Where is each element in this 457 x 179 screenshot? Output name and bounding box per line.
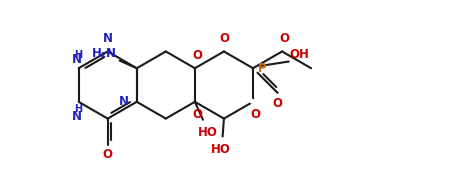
Text: O: O <box>250 108 260 121</box>
Text: O: O <box>192 108 202 121</box>
Text: O: O <box>192 49 202 62</box>
Text: N: N <box>119 95 129 108</box>
Text: HO: HO <box>210 143 230 156</box>
Text: P: P <box>257 62 266 75</box>
Text: O: O <box>103 148 113 161</box>
Text: HO: HO <box>197 126 218 139</box>
Text: O: O <box>219 32 229 45</box>
Text: O: O <box>279 32 289 45</box>
Text: H₂N: H₂N <box>92 47 117 61</box>
Text: OH: OH <box>290 48 309 61</box>
Text: O: O <box>273 97 282 110</box>
Text: N: N <box>72 53 82 66</box>
Text: N: N <box>72 110 82 123</box>
Text: H: H <box>74 104 83 114</box>
Text: H: H <box>74 50 83 60</box>
Text: N: N <box>103 32 113 45</box>
